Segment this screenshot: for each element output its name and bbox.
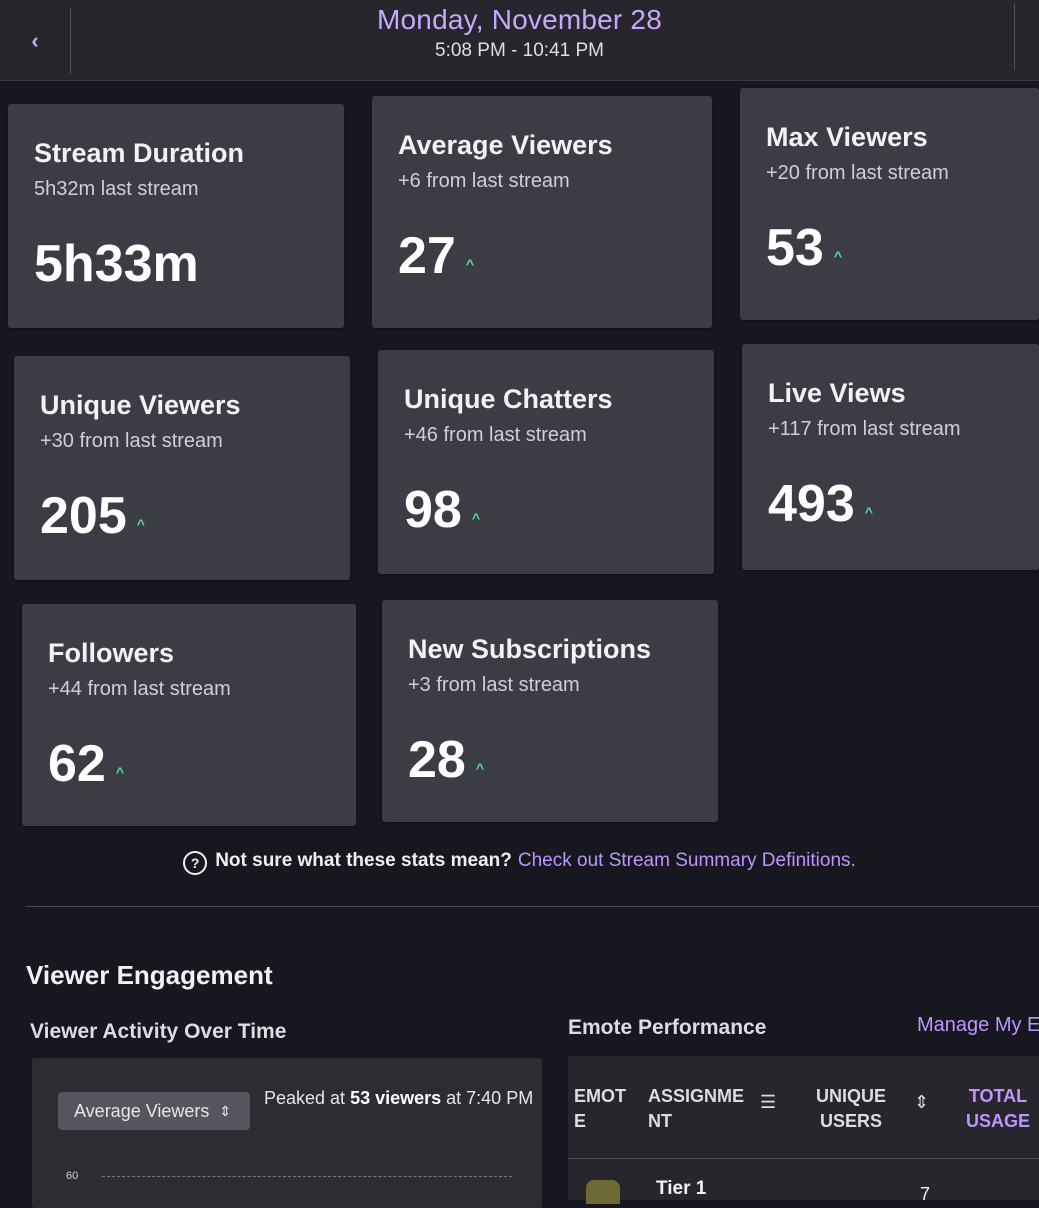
- header-line: EMOT: [574, 1086, 626, 1106]
- card-value: 53 ^: [766, 218, 842, 278]
- peak-value: 53 viewers: [350, 1088, 442, 1108]
- metric-select[interactable]: Average Viewers ⇕: [58, 1092, 250, 1130]
- column-header-emote[interactable]: EMOT E: [574, 1084, 626, 1134]
- card-value: 27 ^: [398, 226, 474, 286]
- trend-up-icon: ^: [465, 256, 475, 272]
- help-text: Not sure what these stats mean?: [215, 850, 512, 871]
- card-subtitle: +6 from last stream: [398, 170, 570, 192]
- card-subtitle: 5h32m last stream: [34, 178, 199, 200]
- table-cell-assignment: Tier 1: [656, 1178, 707, 1199]
- peak-suffix: at 7:40 PM: [441, 1088, 534, 1108]
- card-title: Stream Duration: [34, 138, 245, 168]
- card-value: 5h33m: [34, 234, 199, 294]
- card-title: Average Viewers: [398, 130, 613, 160]
- header-line: USAGE: [966, 1111, 1031, 1131]
- header-line: NT: [648, 1111, 672, 1131]
- card-title: Unique Viewers: [40, 390, 241, 420]
- manage-emotes-link[interactable]: Manage My Em: [917, 1014, 1039, 1036]
- card-title: Live Views: [768, 378, 906, 408]
- card-value: 205 ^: [40, 486, 145, 546]
- header-line: TOTAL: [968, 1086, 1028, 1106]
- stream-date: Monday, November 28: [377, 4, 662, 35]
- column-header-total-usage[interactable]: TOTAL USAGE: [966, 1084, 1030, 1134]
- column-header-assignment[interactable]: ASSIGNME NT: [648, 1084, 744, 1134]
- viewer-activity-heading: Viewer Activity Over Time: [30, 1020, 287, 1043]
- stat-card-average-viewers: Average Viewers +6 from last stream 27 ^: [372, 96, 712, 328]
- value-text: 205: [40, 487, 127, 545]
- table-divider: [568, 1158, 1039, 1159]
- chevron-left-icon: ‹: [31, 28, 39, 53]
- value-text: 5h33m: [34, 235, 199, 293]
- viewer-engagement-heading: Viewer Engagement: [26, 960, 273, 990]
- peak-prefix: Peaked at: [264, 1088, 351, 1108]
- sort-updown-icon: ⇕: [219, 1102, 232, 1119]
- card-title: Max Viewers: [766, 122, 928, 152]
- definitions-link[interactable]: Check out Stream Summary Definitions.: [517, 850, 856, 871]
- filter-sliders-icon[interactable]: ☰: [760, 1092, 777, 1112]
- trend-up-icon: ^: [833, 248, 843, 264]
- y-axis-tick: 60: [66, 1170, 79, 1182]
- viewer-activity-panel: Average Viewers ⇕ Peaked at 53 viewers a…: [32, 1058, 542, 1208]
- stat-card-unique-viewers: Unique Viewers +30 from last stream 205 ^: [14, 356, 350, 580]
- card-title: Followers: [48, 638, 175, 668]
- card-value: 493 ^: [768, 474, 873, 534]
- header-line: UNIQUE: [816, 1086, 887, 1106]
- stat-card-unique-chatters: Unique Chatters +46 from last stream 98 ^: [378, 350, 714, 574]
- header-divider: [1014, 4, 1015, 70]
- emote-image: [586, 1180, 620, 1204]
- stats-help-line: ? Not sure what these stats mean? Check ou…: [0, 850, 1039, 875]
- trend-up-icon: ^: [471, 510, 481, 526]
- value-text: 62: [48, 735, 106, 793]
- header-line: E: [574, 1111, 587, 1131]
- card-subtitle: +30 from last stream: [40, 430, 223, 452]
- header-line: ASSIGNME: [648, 1086, 745, 1106]
- section-divider: [26, 906, 1039, 907]
- value-text: 493: [768, 475, 855, 533]
- value-text: 28: [408, 731, 466, 789]
- card-value: 62 ^: [48, 734, 124, 794]
- stat-card-followers: Followers +44 from last stream 62 ^: [22, 604, 356, 826]
- header-line: USERS: [820, 1111, 883, 1131]
- sort-updown-icon[interactable]: ⇕: [914, 1092, 930, 1112]
- stat-card-max-viewers: Max Viewers +20 from last stream 53 ^: [740, 88, 1039, 320]
- card-subtitle: +117 from last stream: [768, 418, 961, 440]
- card-value: 28 ^: [408, 730, 484, 790]
- trend-up-icon: ^: [475, 760, 485, 776]
- card-subtitle: +20 from last stream: [766, 162, 949, 184]
- help-circle-icon: ?: [183, 851, 208, 875]
- value-text: 27: [398, 227, 456, 285]
- card-subtitle: +46 from last stream: [404, 424, 587, 446]
- stat-card-new-subscriptions: New Subscriptions +3 from last stream 28…: [382, 600, 718, 822]
- card-subtitle: +3 from last stream: [408, 674, 580, 696]
- value-text: 98: [404, 481, 462, 539]
- peak-summary: Peaked at 53 viewers at 7:40 PM: [264, 1086, 534, 1111]
- card-title: Unique Chatters: [404, 384, 613, 414]
- stream-time-range: 5:08 PM - 10:41 PM: [435, 40, 604, 61]
- card-subtitle: +44 from last stream: [48, 678, 231, 700]
- emote-performance-heading: Emote Performance: [568, 1016, 767, 1039]
- card-value: 98 ^: [404, 480, 480, 540]
- card-title: New Subscriptions: [408, 634, 652, 664]
- back-button[interactable]: ‹: [0, 8, 71, 74]
- metric-select-value: Average Viewers: [74, 1100, 210, 1121]
- trend-up-icon: ^: [115, 764, 125, 780]
- emote-table: EMOT E ASSIGNME NT ☰ UNIQUE USERS ⇕ TOTA…: [568, 1056, 1039, 1204]
- trend-up-icon: ^: [136, 516, 145, 532]
- column-header-unique-users[interactable]: UNIQUE USERS: [816, 1084, 886, 1134]
- table-cell-unique-users: 7: [920, 1184, 931, 1204]
- stat-card-live-views: Live Views +117 from last stream 493 ^: [742, 344, 1039, 570]
- value-text: 53: [766, 219, 824, 277]
- top-bar: ‹ Monday, November 28 5:08 PM - 10:41 PM: [0, 0, 1039, 81]
- stat-card-stream-duration: Stream Duration 5h32m last stream 5h33m: [8, 104, 344, 328]
- grid-line: [102, 1176, 512, 1177]
- trend-up-icon: ^: [864, 504, 873, 520]
